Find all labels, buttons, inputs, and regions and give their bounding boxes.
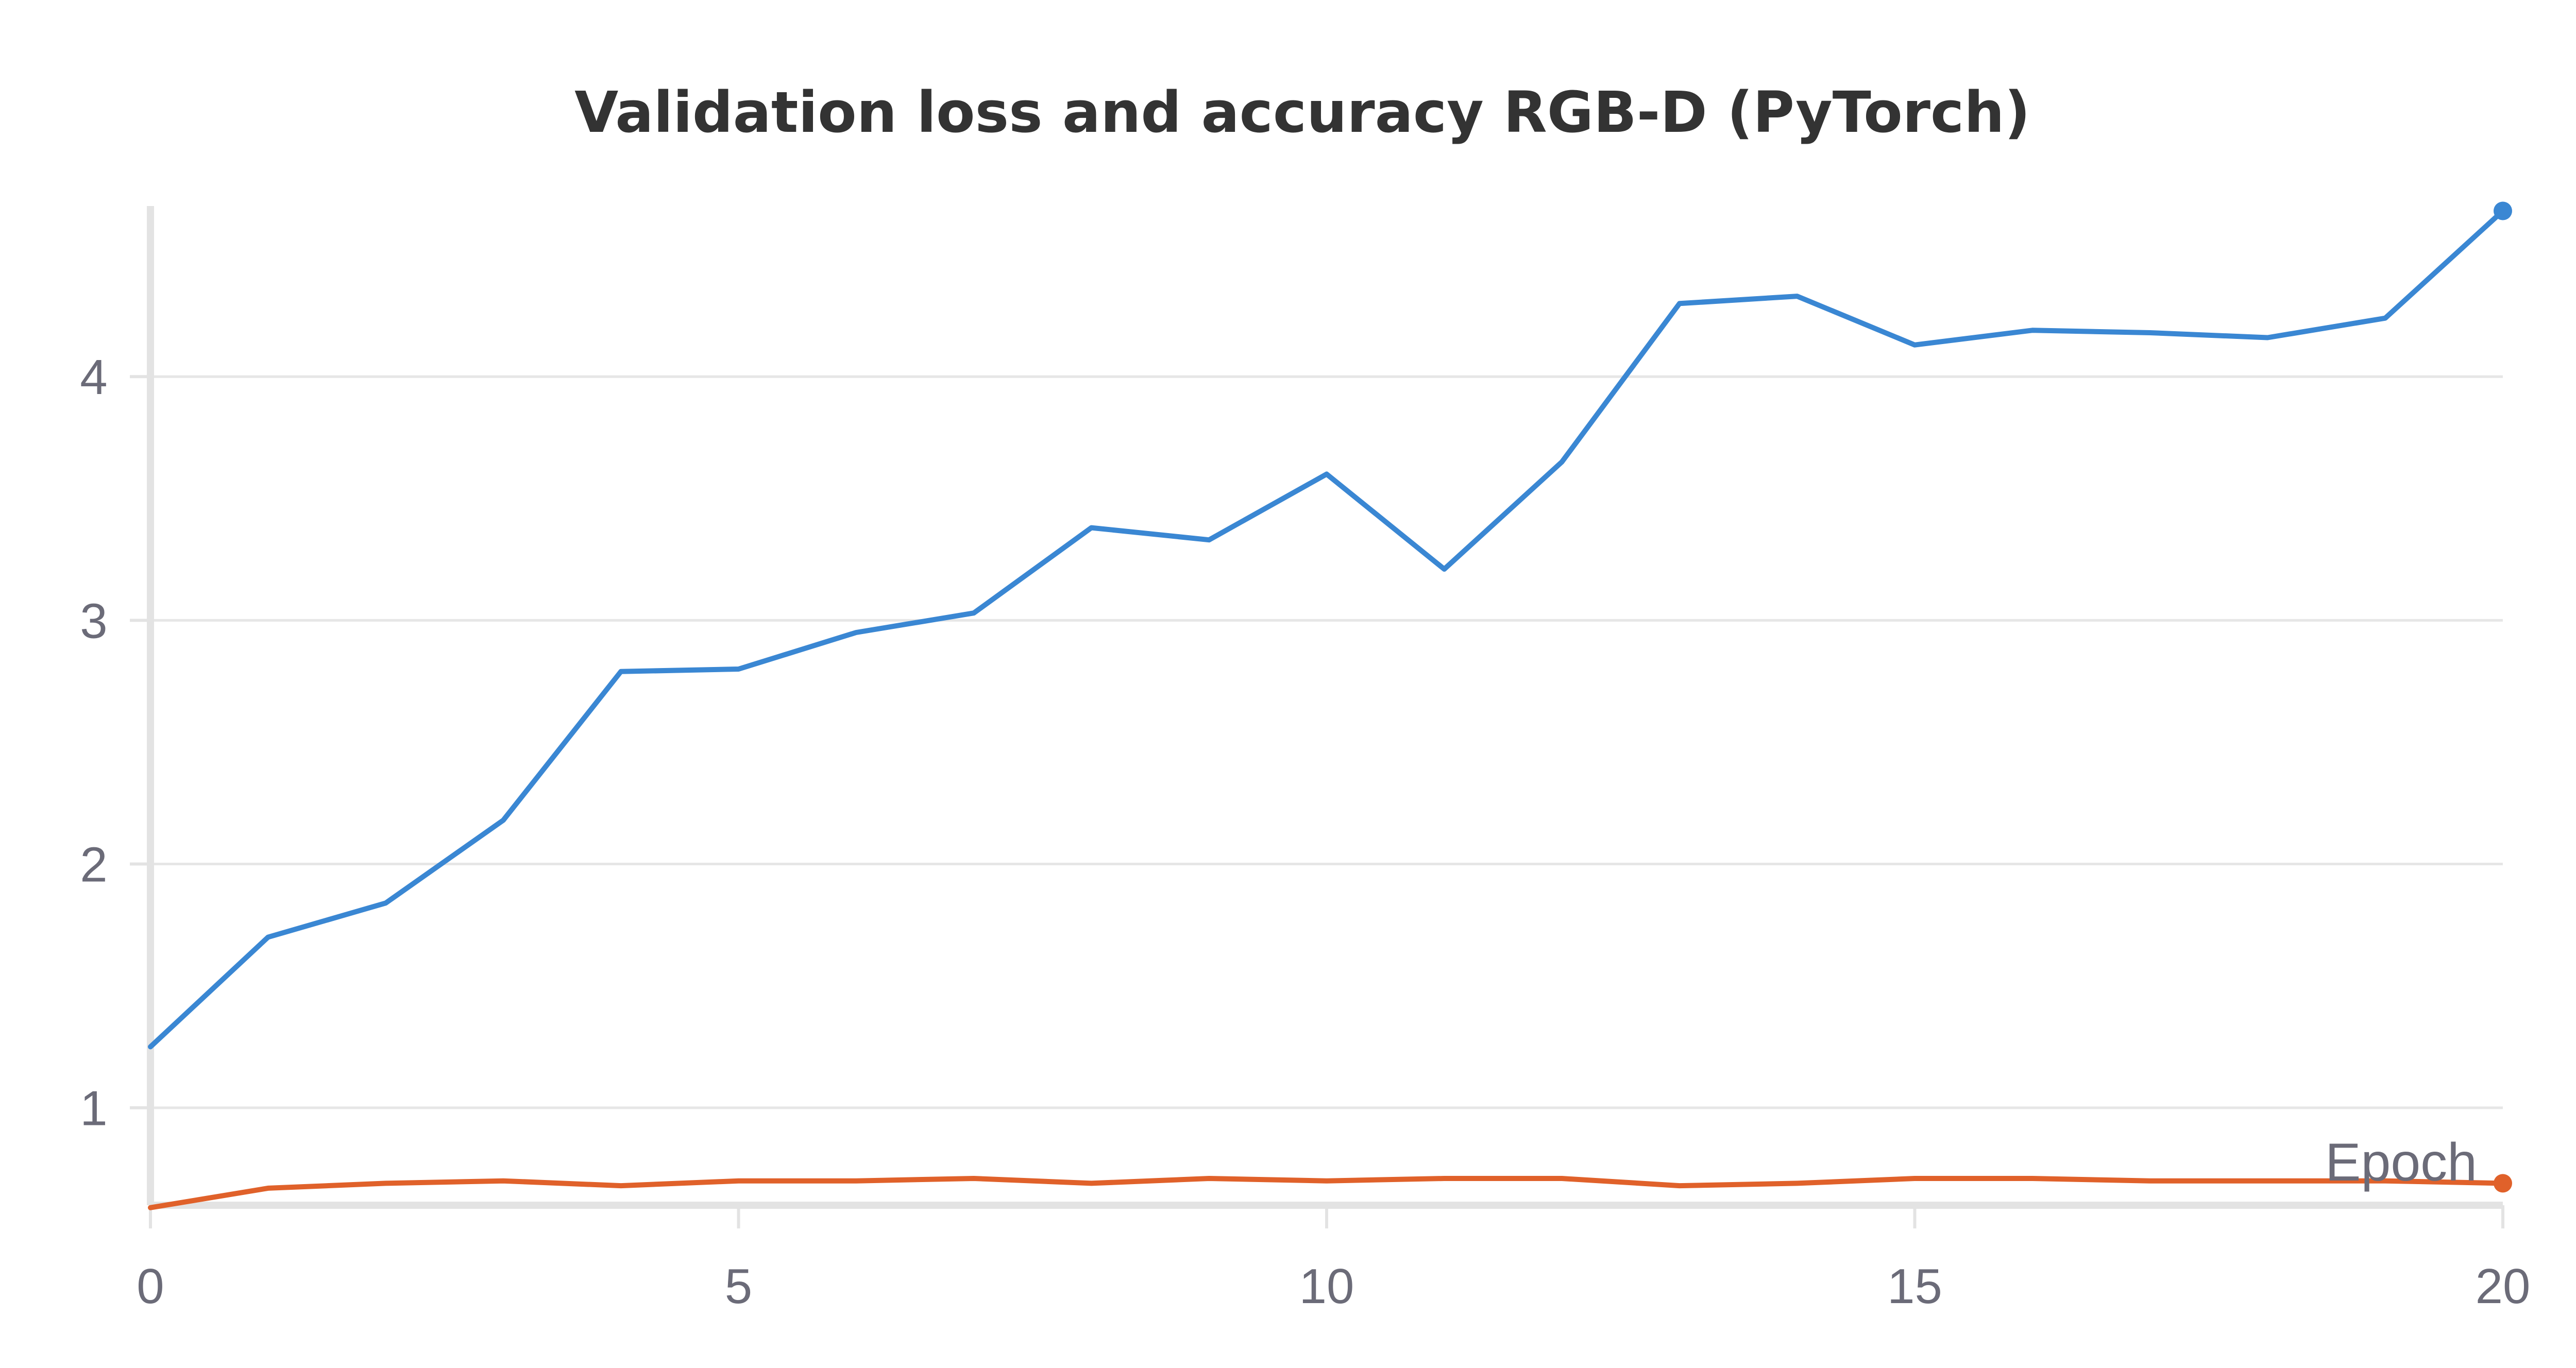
series-line-1: [148, 208, 2505, 1050]
x-tick-label: 20: [2476, 1259, 2531, 1314]
x-tick-label: 10: [1299, 1259, 1354, 1314]
series-end-marker-2: [2494, 1174, 2512, 1193]
y-tick-label: 2: [80, 837, 107, 893]
axes: [130, 206, 2504, 1228]
y-tick-label: 1: [80, 1081, 107, 1136]
grid: [150, 375, 2503, 1109]
y-tick-label: 4: [80, 350, 107, 405]
x-tick-label: 15: [1887, 1259, 1942, 1314]
series: [148, 201, 2512, 1210]
tick-labels: 1 2 3 4 0 5 10 15 20: [80, 350, 2530, 1314]
x-axis-label: Epoch: [2325, 1133, 2477, 1192]
series-line-2: [148, 1176, 2505, 1210]
y-tick-label: 3: [80, 593, 107, 648]
chart-title: Validation loss and accuracy RGB-D (PyTo…: [574, 79, 2030, 145]
x-tick-label: 0: [137, 1259, 164, 1314]
series-end-marker-1: [2494, 201, 2512, 220]
x-tick-label: 5: [725, 1259, 752, 1314]
